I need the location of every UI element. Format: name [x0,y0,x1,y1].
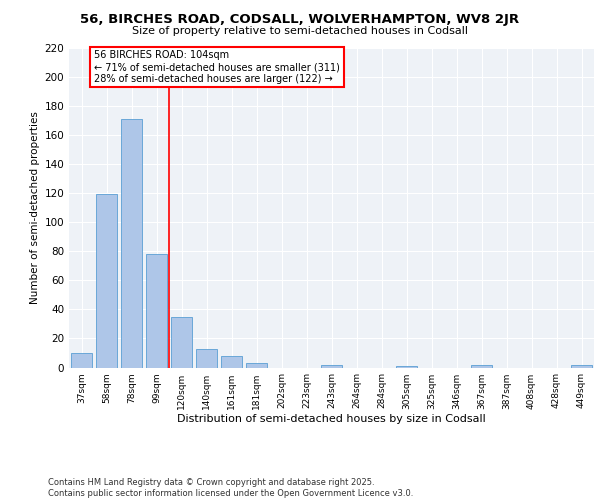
Bar [246,363,267,368]
Bar [221,356,242,368]
Text: 56, BIRCHES ROAD, CODSALL, WOLVERHAMPTON, WV8 2JR: 56, BIRCHES ROAD, CODSALL, WOLVERHAMPTON… [80,12,520,26]
Bar [121,119,142,368]
Y-axis label: Number of semi-detached properties: Number of semi-detached properties [30,111,40,304]
Bar [471,364,492,368]
Text: Size of property relative to semi-detached houses in Codsall: Size of property relative to semi-detach… [132,26,468,36]
Bar [571,364,592,368]
X-axis label: Distribution of semi-detached houses by size in Codsall: Distribution of semi-detached houses by … [177,414,486,424]
Bar [171,316,192,368]
Bar [196,348,217,368]
Bar [321,364,342,368]
Bar [146,254,167,368]
Bar [71,353,92,368]
Bar [96,194,117,368]
Text: Contains HM Land Registry data © Crown copyright and database right 2025.
Contai: Contains HM Land Registry data © Crown c… [48,478,413,498]
Bar [396,366,417,368]
Text: 56 BIRCHES ROAD: 104sqm
← 71% of semi-detached houses are smaller (311)
28% of s: 56 BIRCHES ROAD: 104sqm ← 71% of semi-de… [94,50,340,84]
